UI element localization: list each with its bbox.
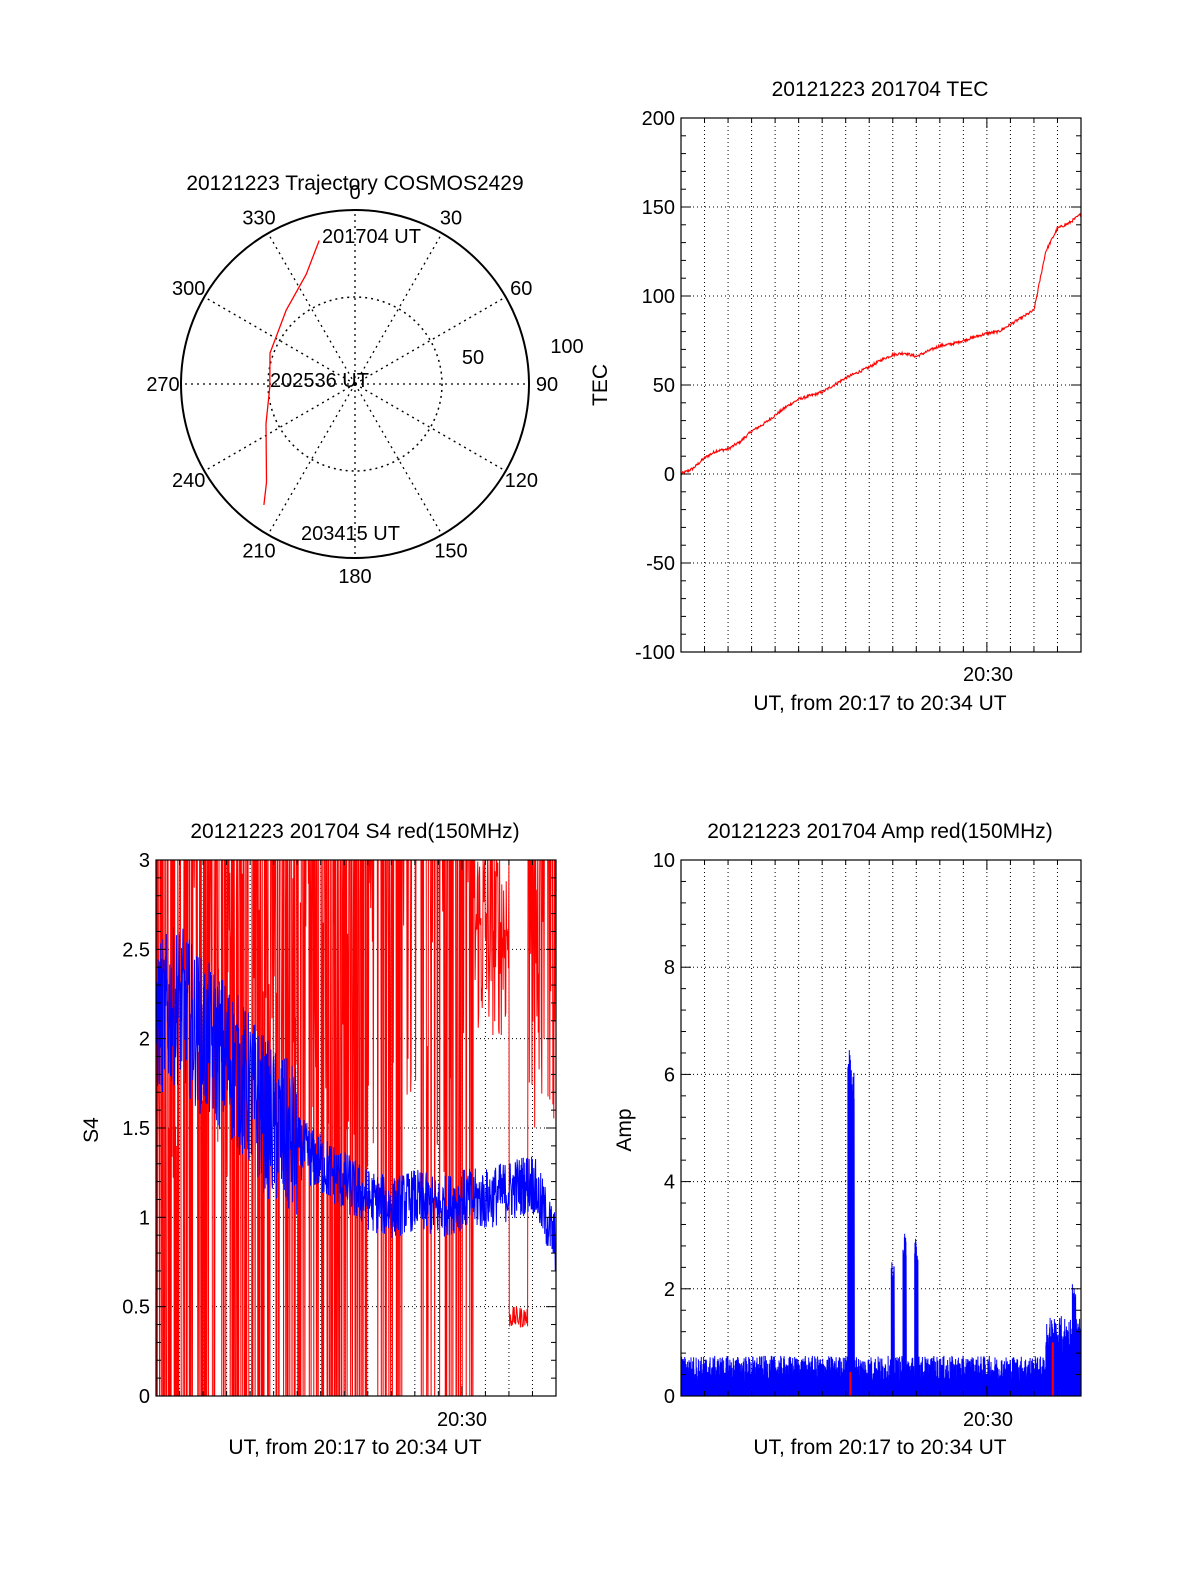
s4-plot-area: 0 0.5 1 1.5 2 2.5 3 [122, 850, 557, 1408]
azimuth-label: 0 [349, 182, 360, 204]
tec-ytick-label: 200 [642, 108, 675, 130]
s4-title: 20121223 201704 S4 red(150MHz) [190, 820, 519, 843]
polar-trajectory-panel: 20121223 Trajectory COSMOS2429 0 30 60 90 12… [146, 172, 583, 588]
s4-ytick-label: 1.5 [122, 1118, 150, 1140]
tec-panel: 20121223 201704 TEC -100-50050100150200 … [589, 78, 1082, 715]
tec-title: 20121223 201704 TEC [772, 78, 989, 101]
azimuth-label: 210 [242, 540, 275, 562]
s4-xtick: 20:30 [437, 1409, 487, 1431]
tec-frame [680, 117, 1082, 653]
amp-ytick-label: 0 [664, 1386, 675, 1408]
azimuth-label: 240 [172, 470, 205, 492]
s4-ytick-label: 3 [139, 850, 150, 872]
tec-plot-area: -100 -50 0 50 100 150 200 [635, 108, 1082, 664]
polar-title: 20121223 Trajectory COSMOS2429 [186, 172, 523, 195]
amp-panel: 20121223 201704 Amp red(150MHz) 0246810 … [613, 820, 1082, 1459]
polar-spoke [203, 296, 356, 385]
amp-frame [680, 859, 1082, 1397]
s4-series-group [156, 860, 556, 1396]
traj-end-label: 203415 UT [301, 523, 400, 545]
tec-series-line [680, 212, 1082, 476]
azimuth-label: 300 [172, 278, 205, 300]
s4-ytick-label: 2.5 [122, 939, 150, 961]
polar-spoke [203, 383, 356, 472]
s4-frame [155, 859, 557, 1397]
s4-red-series [156, 860, 556, 1396]
s4-ylabel: S4 [80, 1117, 103, 1143]
azimuth-label: 60 [510, 278, 532, 300]
s4-ytick-label: 1 [139, 1207, 150, 1229]
amp-ytick-label: 4 [664, 1172, 675, 1194]
amp-ytick-label: 8 [664, 957, 675, 979]
s4-ytick-label: 0.5 [122, 1297, 150, 1319]
amp-blue-series [680, 1050, 1082, 1397]
polar-spoke [354, 296, 507, 385]
trajectory-line [263, 240, 320, 505]
polar-spoke [354, 383, 507, 472]
polar-outer-circle [180, 209, 530, 559]
s4-panel: 20121223 201704 S4 red(150MHz) 0 0.5 1 1.5 2… [80, 820, 557, 1459]
traj-start-label: 201704 UT [322, 226, 421, 248]
amp-xlabel: UT, from 20:17 to 20:34 UT [753, 1436, 1006, 1459]
polar-azimuth-labels: 0 30 60 90 120 150 180 210 240 270 300 330 [146, 182, 558, 588]
tec-ytick-label: 100 [642, 286, 675, 308]
tec-xtick: 20:30 [963, 664, 1013, 686]
polar-grid [180, 209, 530, 559]
amp-xtick: 20:30 [963, 1409, 1013, 1431]
polar-spoke [267, 232, 356, 385]
amp-plot-area: 0 2 4 6 8 10 [653, 850, 1082, 1408]
tec-ytick-label: 150 [642, 197, 675, 219]
azimuth-label: 120 [505, 470, 538, 492]
tec-ylabel: TEC [589, 364, 612, 406]
polar-trajectory [263, 240, 320, 505]
tec-ytick-label: -50 [646, 553, 675, 575]
polar-spoke [354, 232, 443, 385]
polar-spoke [354, 383, 443, 536]
amp-title: 20121223 201704 Amp red(150MHz) [707, 820, 1053, 843]
amp-ytick-label: 10 [653, 850, 675, 872]
radial-label-100: 100 [550, 336, 583, 358]
radial-label-50: 50 [462, 347, 484, 369]
azimuth-label: 270 [146, 374, 179, 396]
tec-ytick-label: -100 [635, 642, 675, 664]
amp-ylabel: Amp [613, 1108, 636, 1151]
azimuth-label: 150 [434, 540, 467, 562]
s4-blue-series [156, 927, 556, 1272]
azimuth-label: 330 [242, 208, 275, 230]
polar-inner-circle [267, 296, 443, 472]
azimuth-label: 180 [338, 566, 371, 588]
tec-ytick-label: 0 [664, 464, 675, 486]
azimuth-label: 30 [440, 208, 462, 230]
s4-ytick-label: 0 [139, 1386, 150, 1408]
traj-mid-label: 202536 UT [270, 370, 369, 392]
s4-xlabel: UT, from 20:17 to 20:34 UT [228, 1436, 481, 1459]
polar-radial-labels: 50 100 [462, 336, 584, 369]
amp-ytick-label: 6 [664, 1064, 675, 1086]
tec-ytick-label: 50 [653, 375, 675, 397]
amp-ytick-label: 2 [664, 1279, 675, 1301]
polar-spoke [267, 383, 356, 536]
s4-ytick-label: 2 [139, 1029, 150, 1051]
azimuth-label: 90 [536, 374, 558, 396]
tec-xlabel: UT, from 20:17 to 20:34 UT [753, 692, 1006, 715]
